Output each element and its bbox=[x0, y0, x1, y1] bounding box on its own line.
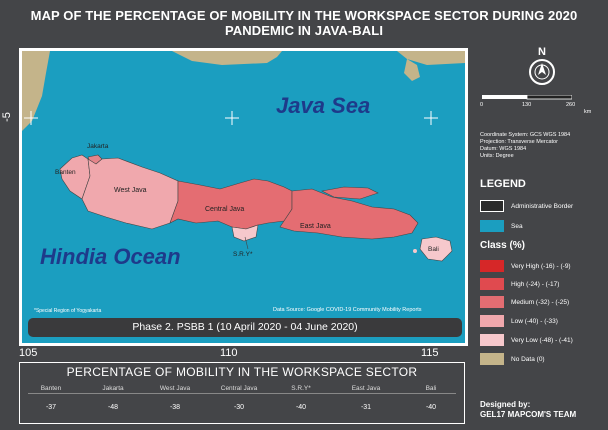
north-arrow: N bbox=[528, 46, 556, 96]
hindia-ocean-label: Hindia Ocean bbox=[40, 244, 181, 269]
north-letter: N bbox=[538, 46, 546, 58]
table-header: Jakarta bbox=[102, 385, 124, 392]
sumatra-land bbox=[22, 51, 50, 131]
class-label-very-high: Very High (-16) - (-9) bbox=[511, 263, 571, 270]
class-swatch-very-low bbox=[480, 334, 504, 346]
lat-tick: -5 bbox=[0, 112, 13, 122]
mobility-table: PERCENTAGE OF MOBILITY IN THE WORKSPACE … bbox=[19, 362, 465, 424]
table-header: Banten bbox=[40, 385, 62, 392]
label-west-java: West Java bbox=[114, 187, 147, 194]
credits-line-2: GEL17 MAPCOM'S TEAM bbox=[480, 410, 577, 419]
table-cell: -48 bbox=[107, 404, 119, 411]
label-central-java: Central Java bbox=[205, 206, 245, 213]
table-header: Central Java bbox=[220, 385, 258, 392]
lon-tick-115: 115 bbox=[421, 347, 439, 359]
class-label-no-data: No Data (0) bbox=[511, 356, 545, 363]
label-banten: Banten bbox=[55, 169, 76, 176]
borneo-land-east bbox=[397, 51, 465, 65]
class-swatch-high bbox=[480, 278, 504, 290]
region-bali[interactable] bbox=[419, 236, 453, 262]
scale-unit: km bbox=[584, 109, 592, 115]
table-header: West Java bbox=[159, 385, 191, 392]
class-label-very-low: Very Low (-48) - (-41) bbox=[511, 337, 573, 344]
small-island bbox=[413, 249, 417, 253]
table-header: Bali bbox=[425, 385, 437, 392]
class-swatch-no-data bbox=[480, 353, 504, 365]
table-cell: -37 bbox=[45, 404, 57, 411]
legend-label-sea: Sea bbox=[511, 223, 523, 230]
legend-label-border: Administrative Border bbox=[511, 203, 574, 210]
region-east-java[interactable] bbox=[279, 188, 419, 240]
projection-line: Coordinate System: GCS WGS 1984 bbox=[480, 132, 571, 138]
title-line-1: MAP OF THE PERCENTAGE OF MOBILITY IN THE… bbox=[30, 8, 578, 23]
region-sry[interactable] bbox=[231, 224, 259, 242]
table-cell: -31 bbox=[360, 404, 372, 411]
projection-line: Projection: Transverse Mercator bbox=[480, 139, 558, 145]
scale-bar: 0 130 260 km bbox=[480, 95, 592, 117]
phase-banner: Phase 2. PSBB 1 (10 April 2020 - 04 June… bbox=[28, 318, 462, 337]
graticule-crosses bbox=[24, 111, 438, 125]
table-cell: -40 bbox=[425, 404, 437, 411]
class-title: Class (%) bbox=[480, 240, 526, 251]
class-swatch-medium bbox=[480, 296, 504, 308]
scale-bar-graphic bbox=[482, 95, 572, 100]
borneo-land bbox=[172, 51, 282, 65]
java-sea-label: Java Sea bbox=[276, 93, 371, 118]
class-swatch-very-high bbox=[480, 260, 504, 272]
table-header: S.R.Y* bbox=[291, 385, 311, 392]
table-header: East Java bbox=[351, 385, 381, 392]
credits-line-1: Designed by: bbox=[480, 400, 531, 409]
map-frame[interactable]: Java Sea Hindia Ocean Jakarta Banten Wes… bbox=[19, 48, 468, 346]
table-cell: -30 bbox=[233, 404, 245, 411]
title-line-2: PANDEMIC IN JAVA-BALI bbox=[224, 23, 384, 38]
class-label-medium: Medium (-32) - (-25) bbox=[511, 299, 570, 306]
compass-icon bbox=[529, 59, 555, 85]
table-cell: -40 bbox=[295, 404, 307, 411]
table-title: PERCENTAGE OF MOBILITY IN THE WORKSPACE … bbox=[66, 365, 418, 379]
class-label-low: Low (-40) - (-33) bbox=[511, 318, 558, 325]
legend-swatch-sea bbox=[480, 220, 504, 232]
label-sry: S.R.Y* bbox=[233, 251, 253, 258]
table-divider bbox=[28, 393, 456, 394]
footnote: *Special Region of Yogyakarta bbox=[34, 308, 102, 314]
class-swatch-low bbox=[480, 315, 504, 327]
map-title: MAP OF THE PERCENTAGE OF MOBILITY IN THE… bbox=[0, 8, 608, 38]
class-label-high: High (-24) - (-17) bbox=[511, 281, 560, 288]
scale-label-260: 260 bbox=[566, 102, 576, 108]
projection-info: Coordinate System: GCS WGS 1984 Projecti… bbox=[480, 132, 608, 160]
lon-tick-105: 105 bbox=[19, 347, 38, 359]
scale-label-0: 0 bbox=[480, 102, 484, 108]
lon-tick-110: 110 bbox=[220, 347, 238, 359]
label-jakarta: Jakarta bbox=[87, 143, 109, 150]
data-source: Data Source: Google COVID-19 Community M… bbox=[273, 307, 422, 313]
label-east-java: East Java bbox=[300, 223, 331, 230]
region-central-java[interactable] bbox=[169, 178, 293, 230]
table-cell: -38 bbox=[169, 404, 181, 411]
legend-swatch-border bbox=[480, 200, 504, 212]
legend-title: LEGEND bbox=[480, 178, 526, 190]
map-canvas bbox=[22, 51, 465, 262]
projection-line: Units: Degree bbox=[480, 153, 514, 159]
scale-label-130: 130 bbox=[522, 102, 532, 108]
label-bali: Bali bbox=[428, 246, 439, 253]
projection-line: Datum: WGS 1984 bbox=[480, 146, 527, 152]
region-madura[interactable] bbox=[321, 186, 379, 200]
island-blob bbox=[404, 59, 420, 81]
credits: Designed by: GEL17 MAPCOM'S TEAM bbox=[480, 400, 576, 420]
